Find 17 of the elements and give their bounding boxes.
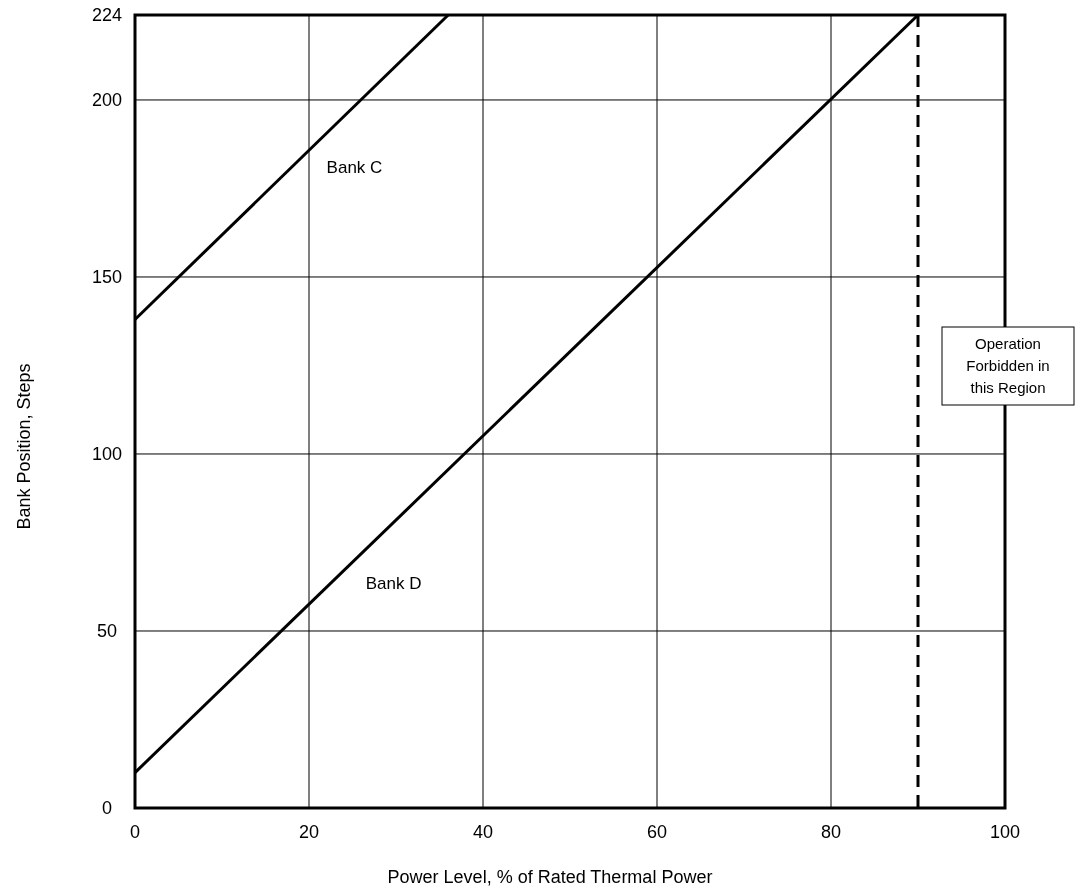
x-tick-label: 40 xyxy=(472,822,494,842)
x-tick-label: 20 xyxy=(298,822,320,842)
y-tick-label: 0 xyxy=(101,798,113,818)
x-tick-label: 0 xyxy=(129,822,141,842)
annotation: Operation Forbidden in this Region xyxy=(966,335,1050,396)
x-axis-title: Power Level, % of Rated Thermal Power xyxy=(387,867,713,887)
series-label: Bank C xyxy=(326,158,383,178)
y-tick-label: 100 xyxy=(91,443,123,464)
x-tick-label: 60 xyxy=(646,822,668,842)
y-tick-label: 150 xyxy=(91,266,123,287)
y-tick-label: 200 xyxy=(91,89,123,110)
series-label: Bank D xyxy=(365,574,422,594)
y-axis-title: Bank Position, Steps xyxy=(14,363,34,530)
y-tick-label: 224 xyxy=(91,5,123,25)
y-tick-label: 50 xyxy=(96,620,118,641)
x-tick-label: 100 xyxy=(989,822,1021,842)
x-tick-label: 80 xyxy=(820,822,842,842)
